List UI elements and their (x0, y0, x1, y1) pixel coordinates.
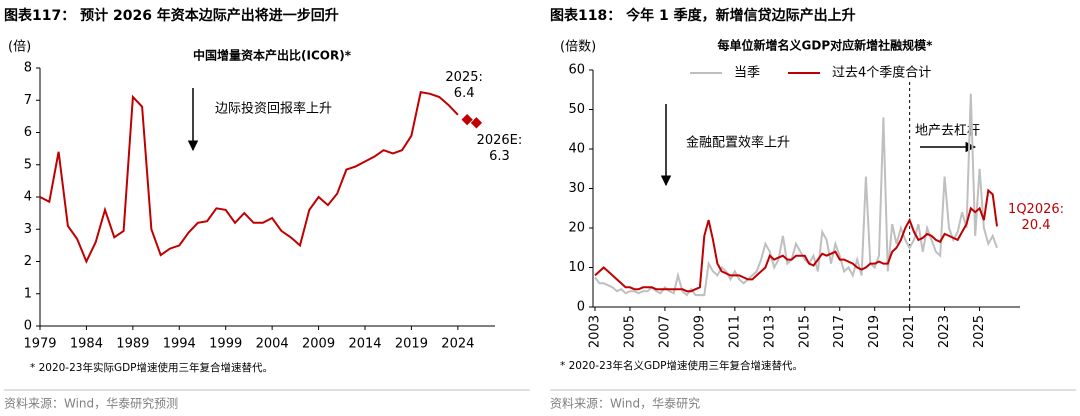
value-label: 2026E: 6.3 (476, 132, 523, 164)
source: 资料来源：Wind，华泰研究预测 (4, 396, 178, 411)
x-tick-label: 2025 (972, 315, 987, 348)
footnote: * 2020-23年名义GDP增速使用三年复合增速替代。 (560, 359, 803, 372)
x-tick-label: 2015 (797, 315, 812, 348)
x-tick-label: 1984 (70, 337, 103, 352)
x-tick-label: 2024 (441, 337, 474, 352)
legend-label: 当季 (734, 66, 760, 81)
x-tick-label: 2007 (657, 315, 672, 348)
value-label-box: 2026E: 6.3 (476, 132, 523, 164)
y-tick-label: 3 (24, 222, 32, 237)
value-label: 1Q2026: 20.4 (1008, 202, 1065, 234)
x-tick-label: 2017 (832, 315, 847, 348)
y-tick-label: 10 (568, 260, 585, 275)
x-tick-label: 2023 (937, 315, 952, 348)
value-label: 2025: 6.4 (445, 69, 483, 101)
y-tick-label: 30 (568, 181, 585, 196)
value-label-box: 2025: 6.4 (445, 69, 483, 101)
x-tick-label: 2009 (692, 315, 707, 348)
chart-title: 每单位新增名义GDP对应新增社融规模* (718, 38, 934, 53)
figure-heading: 图表118： 今年 1 季度，新增信贷边际产出上升 (550, 7, 856, 24)
y-axis-label: (倍数) (560, 40, 596, 55)
annotation: 金融配置效率上升 (686, 135, 790, 151)
x-tick-label: 1999 (209, 337, 242, 352)
series-line (594, 188, 998, 293)
x-tick-label: 2014 (348, 337, 381, 352)
y-tick-label: 5 (24, 157, 32, 172)
y-tick-label: 0 (577, 300, 585, 315)
chart-title: 中国增量资本产出比(ICOR)* (193, 48, 352, 63)
y-tick-label: 6 (24, 125, 32, 140)
x-tick-label: 2009 (302, 337, 335, 352)
x-tick-label: 2011 (727, 315, 742, 348)
annotation: 地产去杠杆 (915, 123, 980, 139)
x-tick-label: 1989 (116, 337, 149, 352)
point (470, 117, 483, 129)
y-tick-label: 7 (24, 93, 32, 108)
value-label-box: 1Q2026: 20.4 (1008, 202, 1065, 234)
y-tick-label: 50 (568, 102, 585, 117)
y-axis-label: (倍) (8, 40, 31, 55)
y-tick-label: 4 (24, 190, 32, 205)
y-tick-label: 8 (24, 61, 32, 76)
x-tick-label: 2019 (867, 315, 882, 348)
annotation: 边际投资回报率上升 (215, 101, 332, 117)
x-tick-label: 2005 (622, 315, 637, 348)
series-line (39, 91, 459, 264)
x-tick-label: 2019 (395, 337, 428, 352)
x-tick-label: 2021 (902, 315, 917, 348)
y-tick-label: 1 (24, 286, 32, 301)
x-tick-label: 1979 (23, 337, 56, 352)
x-tick-label: 1994 (163, 337, 196, 352)
y-tick-label: 20 (568, 221, 585, 236)
y-tick-label: 60 (568, 63, 585, 78)
footnote: * 2020-23年实际GDP增速使用三年复合增速替代。 (30, 361, 273, 374)
x-tick-label: 2013 (762, 315, 777, 348)
legend-label: 过去4个季度合计 (832, 65, 931, 81)
point (461, 113, 473, 126)
source: 资料来源：Wind，华泰研究 (550, 396, 700, 411)
x-tick-label: 2003 (588, 315, 603, 348)
figure-heading: 图表117： 预计 2026 年资本边际产出将进一步回升 (4, 7, 339, 24)
y-tick-label: 40 (568, 142, 585, 157)
x-tick-label: 2004 (256, 337, 289, 352)
y-tick-label: 0 (24, 319, 32, 334)
y-tick-label: 2 (24, 254, 32, 269)
